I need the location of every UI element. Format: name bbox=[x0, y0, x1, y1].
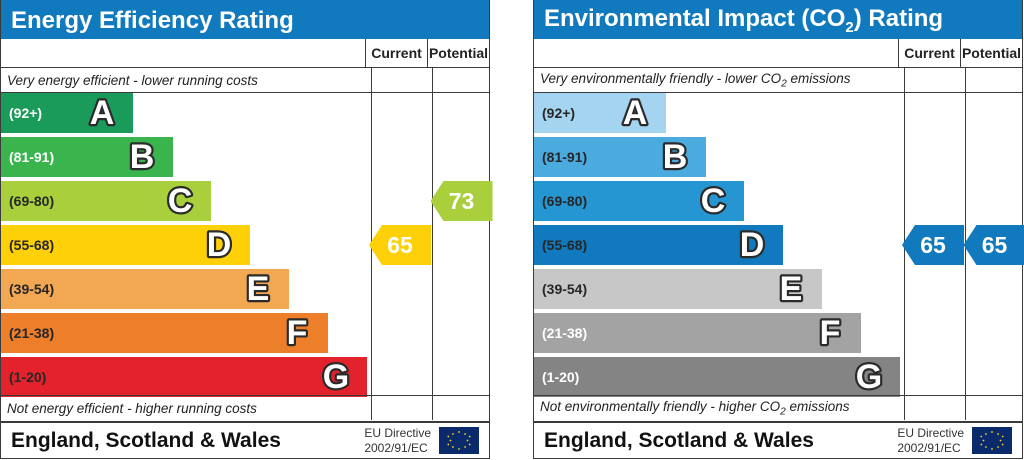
svg-text:A: A bbox=[90, 94, 115, 132]
svg-text:G: G bbox=[856, 358, 882, 396]
svg-text:B: B bbox=[130, 138, 155, 176]
svg-text:D: D bbox=[740, 226, 765, 264]
svg-text:C: C bbox=[701, 182, 726, 220]
svg-text:D: D bbox=[207, 226, 232, 264]
svg-text:F: F bbox=[820, 314, 841, 352]
svg-text:F: F bbox=[287, 314, 308, 352]
svg-text:E: E bbox=[780, 270, 803, 308]
svg-text:B: B bbox=[663, 138, 688, 176]
svg-text:E: E bbox=[247, 270, 270, 308]
svg-text:G: G bbox=[323, 358, 349, 396]
svg-text:A: A bbox=[623, 94, 648, 132]
svg-text:C: C bbox=[168, 182, 193, 220]
